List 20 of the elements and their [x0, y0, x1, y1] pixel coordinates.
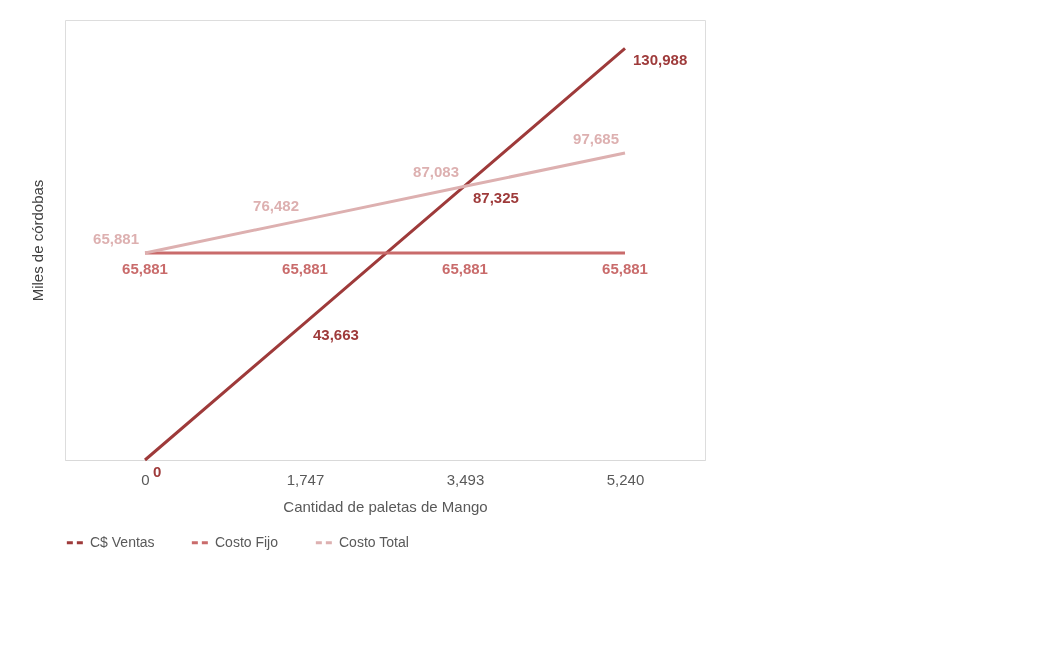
x-tick-label: 0: [141, 470, 150, 488]
data-label: 87,325: [473, 188, 519, 206]
data-label: 65,881: [602, 259, 648, 277]
y-axis-title: Miles de córdobas: [28, 179, 46, 302]
legend-label: Costo Fijo: [215, 533, 279, 550]
legend-label: C$ Ventas: [90, 533, 155, 550]
data-label: 130,988: [633, 51, 688, 69]
legend-label: Costo Total: [339, 533, 409, 550]
data-label: 65,881: [93, 229, 139, 247]
data-label: 97,685: [573, 129, 619, 147]
data-label: 65,881: [442, 259, 488, 277]
data-label: 65,881: [282, 259, 328, 277]
data-label: 87,083: [413, 163, 459, 181]
x-tick-label: 5,240: [606, 470, 645, 488]
x-tick-label: 3,493: [446, 470, 485, 488]
data-label: 65,881: [122, 259, 168, 277]
x-axis-title: Cantidad de paletas de Mango: [283, 497, 488, 515]
data-label: 43,663: [313, 325, 359, 343]
data-label: 76,482: [253, 196, 299, 214]
x-tick-label: 1,747: [286, 470, 325, 488]
